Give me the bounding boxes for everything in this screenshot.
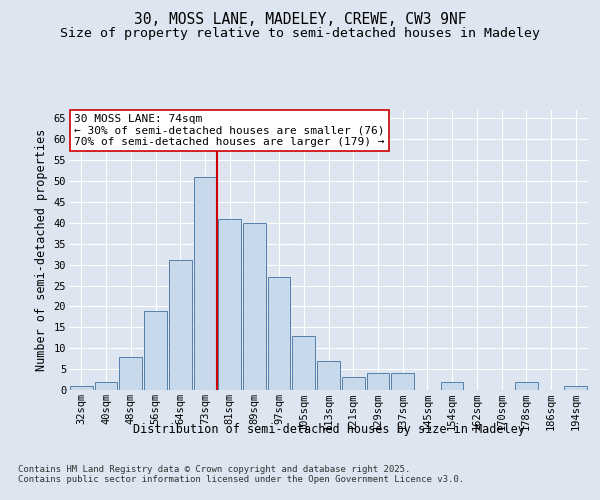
Bar (218, 218, 241, 390)
Bar (268, 277, 290, 390)
Bar (367, 374, 389, 390)
Text: Contains HM Land Registry data © Crown copyright and database right 2025.
Contai: Contains HM Land Registry data © Crown c… (18, 465, 464, 484)
Bar (144, 310, 167, 390)
Bar (243, 223, 266, 390)
Bar (515, 382, 538, 390)
Bar (564, 386, 587, 390)
Bar (342, 378, 365, 390)
Text: 30 MOSS LANE: 74sqm
← 30% of semi-detached houses are smaller (76)
70% of semi-d: 30 MOSS LANE: 74sqm ← 30% of semi-detach… (74, 114, 385, 148)
Text: Distribution of semi-detached houses by size in Madeley: Distribution of semi-detached houses by … (133, 422, 525, 436)
Bar (194, 177, 216, 390)
Bar (95, 382, 118, 390)
Bar (441, 382, 463, 390)
Y-axis label: Number of semi-detached properties: Number of semi-detached properties (35, 129, 48, 371)
Bar (391, 374, 414, 390)
Bar (317, 360, 340, 390)
Bar (169, 260, 191, 390)
Bar (292, 336, 315, 390)
Text: 30, MOSS LANE, MADELEY, CREWE, CW3 9NF: 30, MOSS LANE, MADELEY, CREWE, CW3 9NF (134, 12, 466, 28)
Text: Size of property relative to semi-detached houses in Madeley: Size of property relative to semi-detach… (60, 28, 540, 40)
Bar (70, 386, 93, 390)
Bar (119, 356, 142, 390)
